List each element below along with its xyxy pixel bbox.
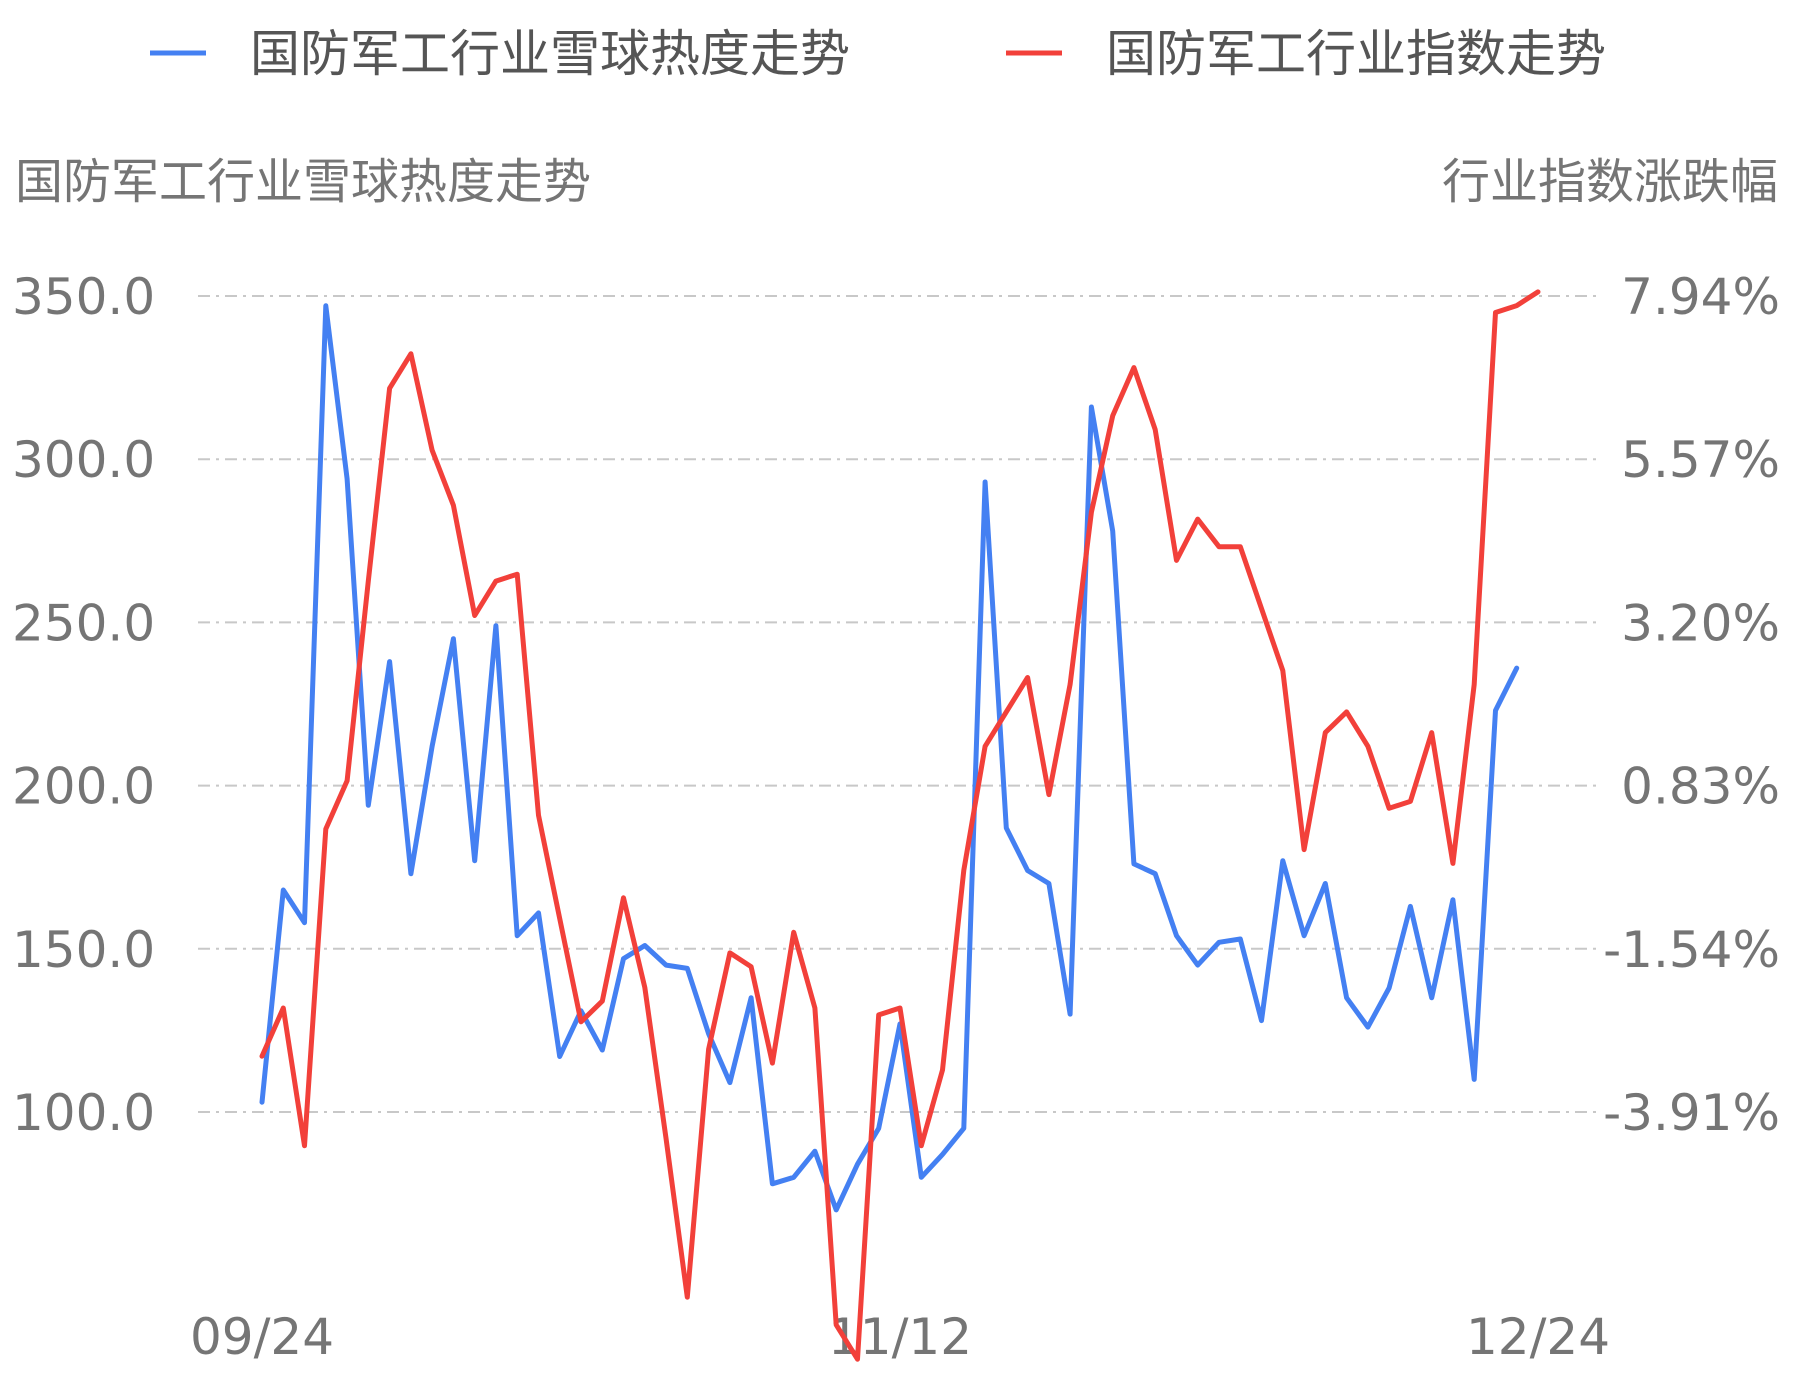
y-tick-left: 250.0 — [12, 594, 155, 652]
y-axis-ticks-left: 350.0 300.0 250.0 200.0 150.0 100.0 — [12, 268, 155, 1142]
x-tick-label: 11/12 — [828, 1308, 972, 1366]
y-axis-title-left: 国防军工行业雪球热度走势 — [15, 154, 591, 210]
y-tick-right: 5.57% — [1621, 431, 1780, 489]
y-tick-right: -1.54% — [1603, 921, 1780, 979]
y-tick-right: 0.83% — [1621, 758, 1780, 816]
y-tick-right: -3.91% — [1603, 1084, 1780, 1142]
gridlines — [198, 295, 1600, 1113]
legend-label-1: 国防军工行业雪球热度走势 — [250, 25, 850, 83]
y-tick-left: 100.0 — [12, 1084, 155, 1142]
y-tick-left: 350.0 — [12, 268, 155, 326]
x-tick-label: 12/24 — [1466, 1308, 1610, 1366]
y-tick-right: 7.94% — [1621, 268, 1780, 326]
series-group — [259, 289, 1541, 1362]
y-tick-left: 200.0 — [12, 758, 155, 816]
y-tick-left: 300.0 — [12, 431, 155, 489]
y-tick-right: 3.20% — [1621, 594, 1780, 652]
y-axis-title-right: 行业指数涨跌幅 — [1442, 154, 1778, 210]
x-axis-ticks: 09/24 11/12 12/24 — [190, 1308, 1610, 1366]
x-tick-label: 09/24 — [190, 1308, 334, 1366]
legend-label-2: 国防军工行业指数走势 — [1106, 25, 1606, 83]
legend: 国防军工行业雪球热度走势 国防军工行业指数走势 — [150, 25, 1606, 83]
series-line-2 — [259, 289, 1541, 1362]
y-axis-ticks-right: 7.94% 5.57% 3.20% 0.83% -1.54% -3.91% — [1603, 268, 1780, 1142]
y-tick-left: 150.0 — [12, 921, 155, 979]
series-line-1 — [259, 303, 1520, 1213]
